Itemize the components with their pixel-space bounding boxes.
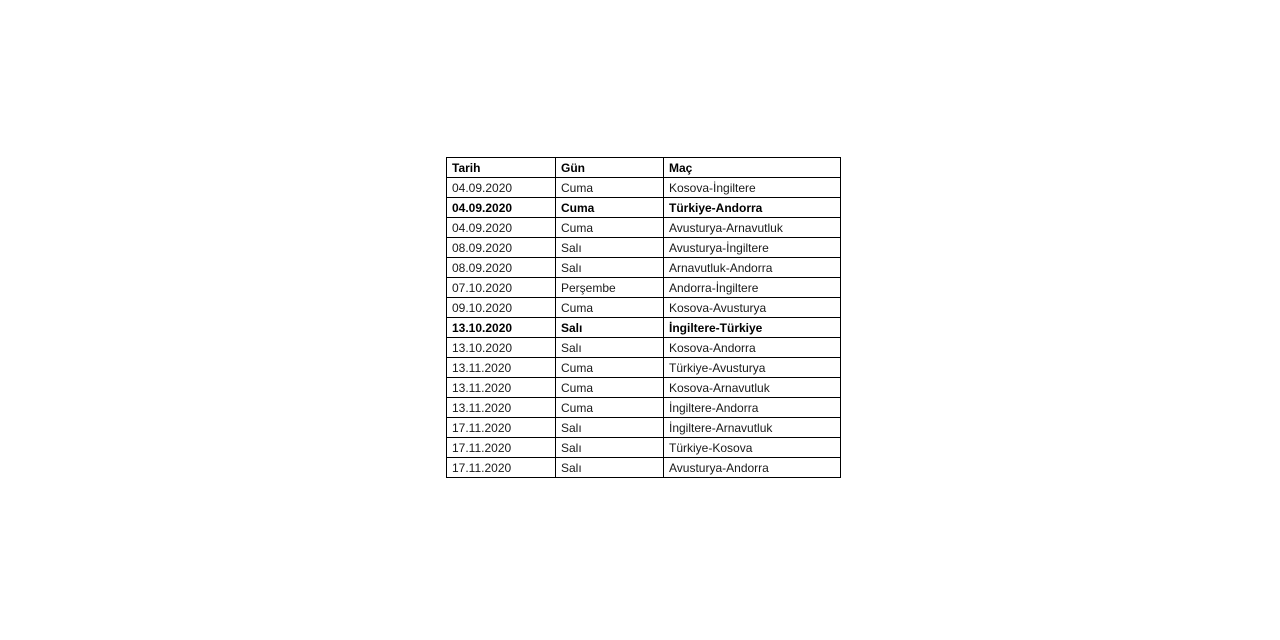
cell-gun: Salı [555,437,664,458]
cell-tarih: 13.10.2020 [446,317,556,338]
table-row: 09.10.2020 Cuma Kosova-Avusturya [446,297,841,318]
cell-gun: Salı [555,317,664,338]
cell-gun: Cuma [555,297,664,318]
cell-mac: Andorra-İngiltere [663,277,841,298]
cell-tarih: 04.09.2020 [446,197,556,218]
table-row: 08.09.2020 Salı Arnavutluk-Andorra [446,257,841,278]
cell-gun: Cuma [555,197,664,218]
cell-gun: Salı [555,417,664,438]
match-schedule-container: Tarih Gün Maç 04.09.2020 Cuma Kosova-İngil… [446,157,841,478]
cell-mac: Kosova-Avusturya [663,297,841,318]
table-row: 13.11.2020 Cuma Kosova-Arnavutluk [446,377,841,398]
table-row: 08.09.2020 Salı Avusturya-İngiltere [446,237,841,258]
cell-tarih: 17.11.2020 [446,417,556,438]
table-row: 04.09.2020 Cuma Türkiye-Andorra [446,197,841,218]
header-row: Tarih Gün Maç [446,157,841,178]
cell-tarih: 17.11.2020 [446,457,556,478]
column-header-mac: Maç [663,157,841,178]
cell-tarih: 07.10.2020 [446,277,556,298]
cell-tarih: 04.09.2020 [446,177,556,198]
cell-tarih: 13.11.2020 [446,357,556,378]
cell-mac: Arnavutluk-Andorra [663,257,841,278]
cell-gun: Cuma [555,377,664,398]
table-row: 13.11.2020 Cuma Türkiye-Avusturya [446,357,841,378]
table-body: 04.09.2020 Cuma Kosova-İngiltere 04.09.2020… [446,177,841,478]
column-header-tarih: Tarih [446,157,556,178]
table-header: Tarih Gün Maç [446,157,841,178]
cell-gun: Perşembe [555,277,664,298]
table-row: 13.10.2020 Salı Kosova-Andorra [446,337,841,358]
cell-gun: Cuma [555,177,664,198]
cell-gun: Salı [555,337,664,358]
cell-mac: İngiltere-Andorra [663,397,841,418]
cell-mac: Kosova-Andorra [663,337,841,358]
cell-tarih: 13.11.2020 [446,397,556,418]
table-row: 04.09.2020 Cuma Kosova-İngiltere [446,177,841,198]
cell-tarih: 13.10.2020 [446,337,556,358]
cell-mac: Türkiye-Andorra [663,197,841,218]
cell-mac: Türkiye-Kosova [663,437,841,458]
cell-mac: İngiltere-Türkiye [663,317,841,338]
cell-gun: Salı [555,257,664,278]
table-row: 17.11.2020 Salı İngiltere-Arnavutluk [446,417,841,438]
cell-tarih: 08.09.2020 [446,237,556,258]
match-schedule-table: Tarih Gün Maç 04.09.2020 Cuma Kosova-İngil… [446,157,841,478]
cell-mac: İngiltere-Arnavutluk [663,417,841,438]
table-row: 17.11.2020 Salı Türkiye-Kosova [446,437,841,458]
cell-gun: Cuma [555,397,664,418]
cell-gun: Salı [555,457,664,478]
table-row: 13.11.2020 Cuma İngiltere-Andorra [446,397,841,418]
cell-gun: Salı [555,237,664,258]
cell-tarih: 08.09.2020 [446,257,556,278]
cell-mac: Türkiye-Avusturya [663,357,841,378]
cell-gun: Cuma [555,357,664,378]
cell-tarih: 13.11.2020 [446,377,556,398]
table-row: 17.11.2020 Salı Avusturya-Andorra [446,457,841,478]
cell-gun: Cuma [555,217,664,238]
cell-mac: Kosova-Arnavutluk [663,377,841,398]
cell-mac: Avusturya-İngiltere [663,237,841,258]
cell-tarih: 04.09.2020 [446,217,556,238]
cell-tarih: 09.10.2020 [446,297,556,318]
table-row: 04.09.2020 Cuma Avusturya-Arnavutluk [446,217,841,238]
table-row: 13.10.2020 Salı İngiltere-Türkiye [446,317,841,338]
column-header-gun: Gün [555,157,664,178]
table-row: 07.10.2020 Perşembe Andorra-İngiltere [446,277,841,298]
cell-tarih: 17.11.2020 [446,437,556,458]
cell-mac: Avusturya-Andorra [663,457,841,478]
cell-mac: Avusturya-Arnavutluk [663,217,841,238]
cell-mac: Kosova-İngiltere [663,177,841,198]
